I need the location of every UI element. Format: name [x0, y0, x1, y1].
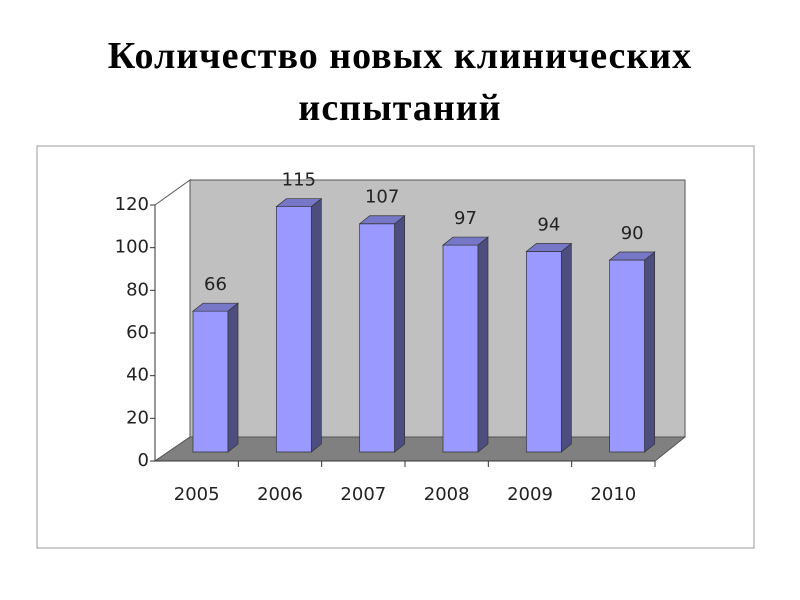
- bar-front: [275, 206, 312, 453]
- y-tick-label: 20: [126, 407, 149, 428]
- bar-front: [525, 251, 562, 453]
- y-tick-label: 40: [126, 365, 149, 386]
- bar: [525, 242, 573, 453]
- bar-top: [358, 215, 406, 225]
- bar-front: [442, 244, 479, 453]
- y-tick-label: 60: [126, 322, 149, 343]
- x-tick-label: 2005: [174, 484, 220, 505]
- x-tick-label: 2006: [257, 484, 303, 505]
- chart-title: Количество новых клинических испытаний: [107, 35, 693, 129]
- value-label: 97: [454, 208, 477, 229]
- bar: [358, 215, 406, 453]
- x-tick-label: 2010: [590, 484, 636, 505]
- value-label: 90: [621, 223, 644, 244]
- bar: [442, 236, 489, 453]
- y-tick-label: 100: [115, 237, 149, 258]
- value-label: 107: [365, 187, 399, 208]
- y-tick-label: 120: [115, 194, 149, 215]
- value-label: 94: [537, 214, 560, 235]
- bar-side: [394, 215, 406, 453]
- bar-front: [359, 223, 396, 453]
- bar-side: [644, 251, 656, 453]
- bar: [608, 251, 656, 453]
- y-tick-label: 0: [138, 450, 149, 471]
- bar-front: [192, 310, 229, 453]
- y-tick-label: 80: [126, 279, 149, 300]
- value-label: 66: [204, 274, 227, 295]
- bar-top: [608, 251, 656, 261]
- x-tick-label: 2008: [424, 484, 470, 505]
- side-wall: [154, 179, 191, 462]
- bar-side: [477, 236, 489, 453]
- bar-side: [310, 197, 322, 453]
- bar-top: [525, 243, 573, 252]
- bar: [192, 302, 239, 453]
- bar-top: [192, 302, 239, 312]
- bar-side: [560, 242, 572, 453]
- x-tick-label: 2009: [507, 484, 553, 505]
- bar-side: [227, 302, 239, 453]
- bar-top: [442, 236, 489, 246]
- x-tick-label: 2007: [340, 484, 386, 505]
- bar: [275, 197, 323, 453]
- bar-front: [609, 259, 646, 453]
- value-label: 115: [282, 170, 316, 191]
- bar-top: [275, 198, 323, 208]
